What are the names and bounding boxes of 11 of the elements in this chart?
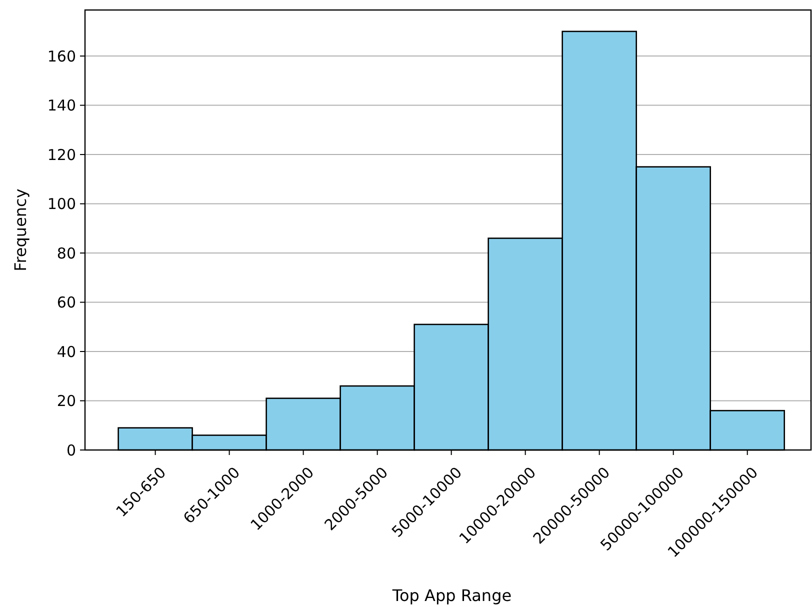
y-tick-label: 100 bbox=[47, 195, 76, 214]
y-tick-label: 20 bbox=[56, 392, 76, 410]
y-tick-label: 140 bbox=[47, 96, 76, 115]
y-axis-title: Frequency bbox=[11, 188, 30, 272]
y-tick-label: 0 bbox=[66, 441, 76, 460]
y-tick-label: 40 bbox=[56, 342, 76, 361]
y-tick-label: 60 bbox=[56, 294, 76, 312]
x-axis-title: Top App Range bbox=[391, 586, 512, 605]
y-tick-label: 160 bbox=[47, 47, 76, 66]
y-tick-label: 120 bbox=[47, 146, 76, 164]
y-tick-label: 80 bbox=[56, 244, 76, 262]
